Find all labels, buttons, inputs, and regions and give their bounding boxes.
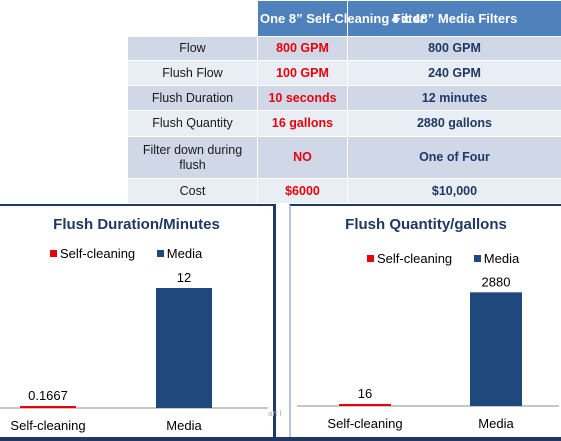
bar-media bbox=[156, 288, 212, 408]
self-cleaning-value: 16 gallons bbox=[257, 110, 348, 137]
legend-label: Media bbox=[483, 251, 520, 266]
self-cleaning-value: 100 GPM bbox=[257, 60, 348, 86]
legend-label: Self-cleaning bbox=[60, 246, 136, 261]
self-cleaning-value: 800 GPM bbox=[257, 36, 348, 61]
chart-title: Flush Duration/Minutes bbox=[53, 216, 220, 233]
x-tick-label: Media bbox=[166, 418, 202, 433]
self-cleaning-value: NO bbox=[257, 136, 348, 179]
x-tick-label: Self-cleaning bbox=[10, 418, 85, 433]
legend-swatch-self-cleaning bbox=[50, 250, 57, 257]
chart-legend: Self-cleaning Media bbox=[367, 250, 537, 266]
legend-swatch-media bbox=[156, 250, 164, 257]
data-label: 0.1667 bbox=[28, 388, 68, 403]
header-media: 4 x 48” Media Filters bbox=[347, 0, 561, 37]
chart-plot-area: 16 Self-cleaning 2880 Media bbox=[297, 274, 559, 431]
row-label: Flow bbox=[127, 36, 258, 61]
self-cleaning-value: 10 seconds bbox=[257, 85, 348, 111]
chart-legend: Self-cleaning Media bbox=[50, 245, 220, 261]
row-label: Flush Duration bbox=[127, 85, 258, 111]
media-value: 2880 gallons bbox=[347, 110, 561, 137]
flush-duration-chart: Flush Duration/Minutes Self-cleaning Med… bbox=[0, 204, 276, 441]
chart-plot-area: 0.1667 Self-cleaning 12 Media bbox=[0, 270, 268, 433]
legend-swatch-self-cleaning bbox=[367, 255, 374, 262]
table-row: Flush Quantity 16 gallons 2880 gallons bbox=[127, 110, 561, 137]
legend-label: Self-cleaning bbox=[377, 251, 453, 266]
self-cleaning-value: $6000 bbox=[257, 178, 348, 204]
x-tick-label: Self-cleaning bbox=[327, 416, 402, 431]
chart-title: Flush Quantity/gallons bbox=[345, 216, 507, 233]
comparison-table: One 8” Self-Cleaning Filter 4 x 48” Medi… bbox=[127, 0, 561, 204]
table-row: Flush Duration 10 seconds 12 minutes bbox=[127, 85, 561, 111]
partial-background-text: art I bbox=[268, 409, 282, 418]
row-label: Flush Flow bbox=[127, 60, 258, 86]
x-tick-label: Media bbox=[478, 416, 514, 431]
data-label: 12 bbox=[177, 270, 191, 285]
table-row: Filter down during flush NO One of Four bbox=[127, 136, 561, 179]
bar-media bbox=[470, 292, 522, 406]
media-value: 240 GPM bbox=[347, 60, 561, 86]
bar-self-cleaning bbox=[20, 406, 76, 408]
header-self-cleaning: One 8” Self-Cleaning Filter bbox=[257, 0, 425, 37]
legend-swatch-media bbox=[473, 255, 481, 262]
bottom-divider bbox=[0, 437, 561, 441]
row-label: Filter down during flush bbox=[127, 136, 258, 179]
data-label: 16 bbox=[358, 386, 372, 401]
legend-item-media: Media bbox=[473, 251, 520, 266]
table-row: Flush Flow 100 GPM 240 GPM bbox=[127, 60, 561, 86]
legend-item-media: Media bbox=[156, 246, 203, 261]
legend-item-self-cleaning: Self-cleaning bbox=[50, 246, 135, 261]
flush-quantity-chart: Flush Quantity/gallons Self-cleaning Med… bbox=[289, 204, 561, 441]
media-value: 12 minutes bbox=[347, 85, 561, 111]
table-header-row: One 8” Self-Cleaning Filter 4 x 48” Medi… bbox=[127, 0, 561, 37]
table-row: Flow 800 GPM 800 GPM bbox=[127, 36, 561, 61]
data-label: 2880 bbox=[482, 274, 511, 289]
bar-self-cleaning bbox=[339, 404, 391, 406]
table-row: Cost $6000 $10,000 bbox=[127, 178, 561, 204]
media-value: 800 GPM bbox=[347, 36, 561, 61]
legend-item-self-cleaning: Self-cleaning bbox=[367, 251, 452, 266]
legend-label: Media bbox=[166, 246, 203, 261]
media-value: One of Four bbox=[347, 136, 561, 179]
media-value: $10,000 bbox=[347, 178, 561, 204]
row-label: Flush Quantity bbox=[127, 110, 258, 137]
header-corner bbox=[127, 0, 258, 37]
row-label: Cost bbox=[127, 178, 258, 204]
